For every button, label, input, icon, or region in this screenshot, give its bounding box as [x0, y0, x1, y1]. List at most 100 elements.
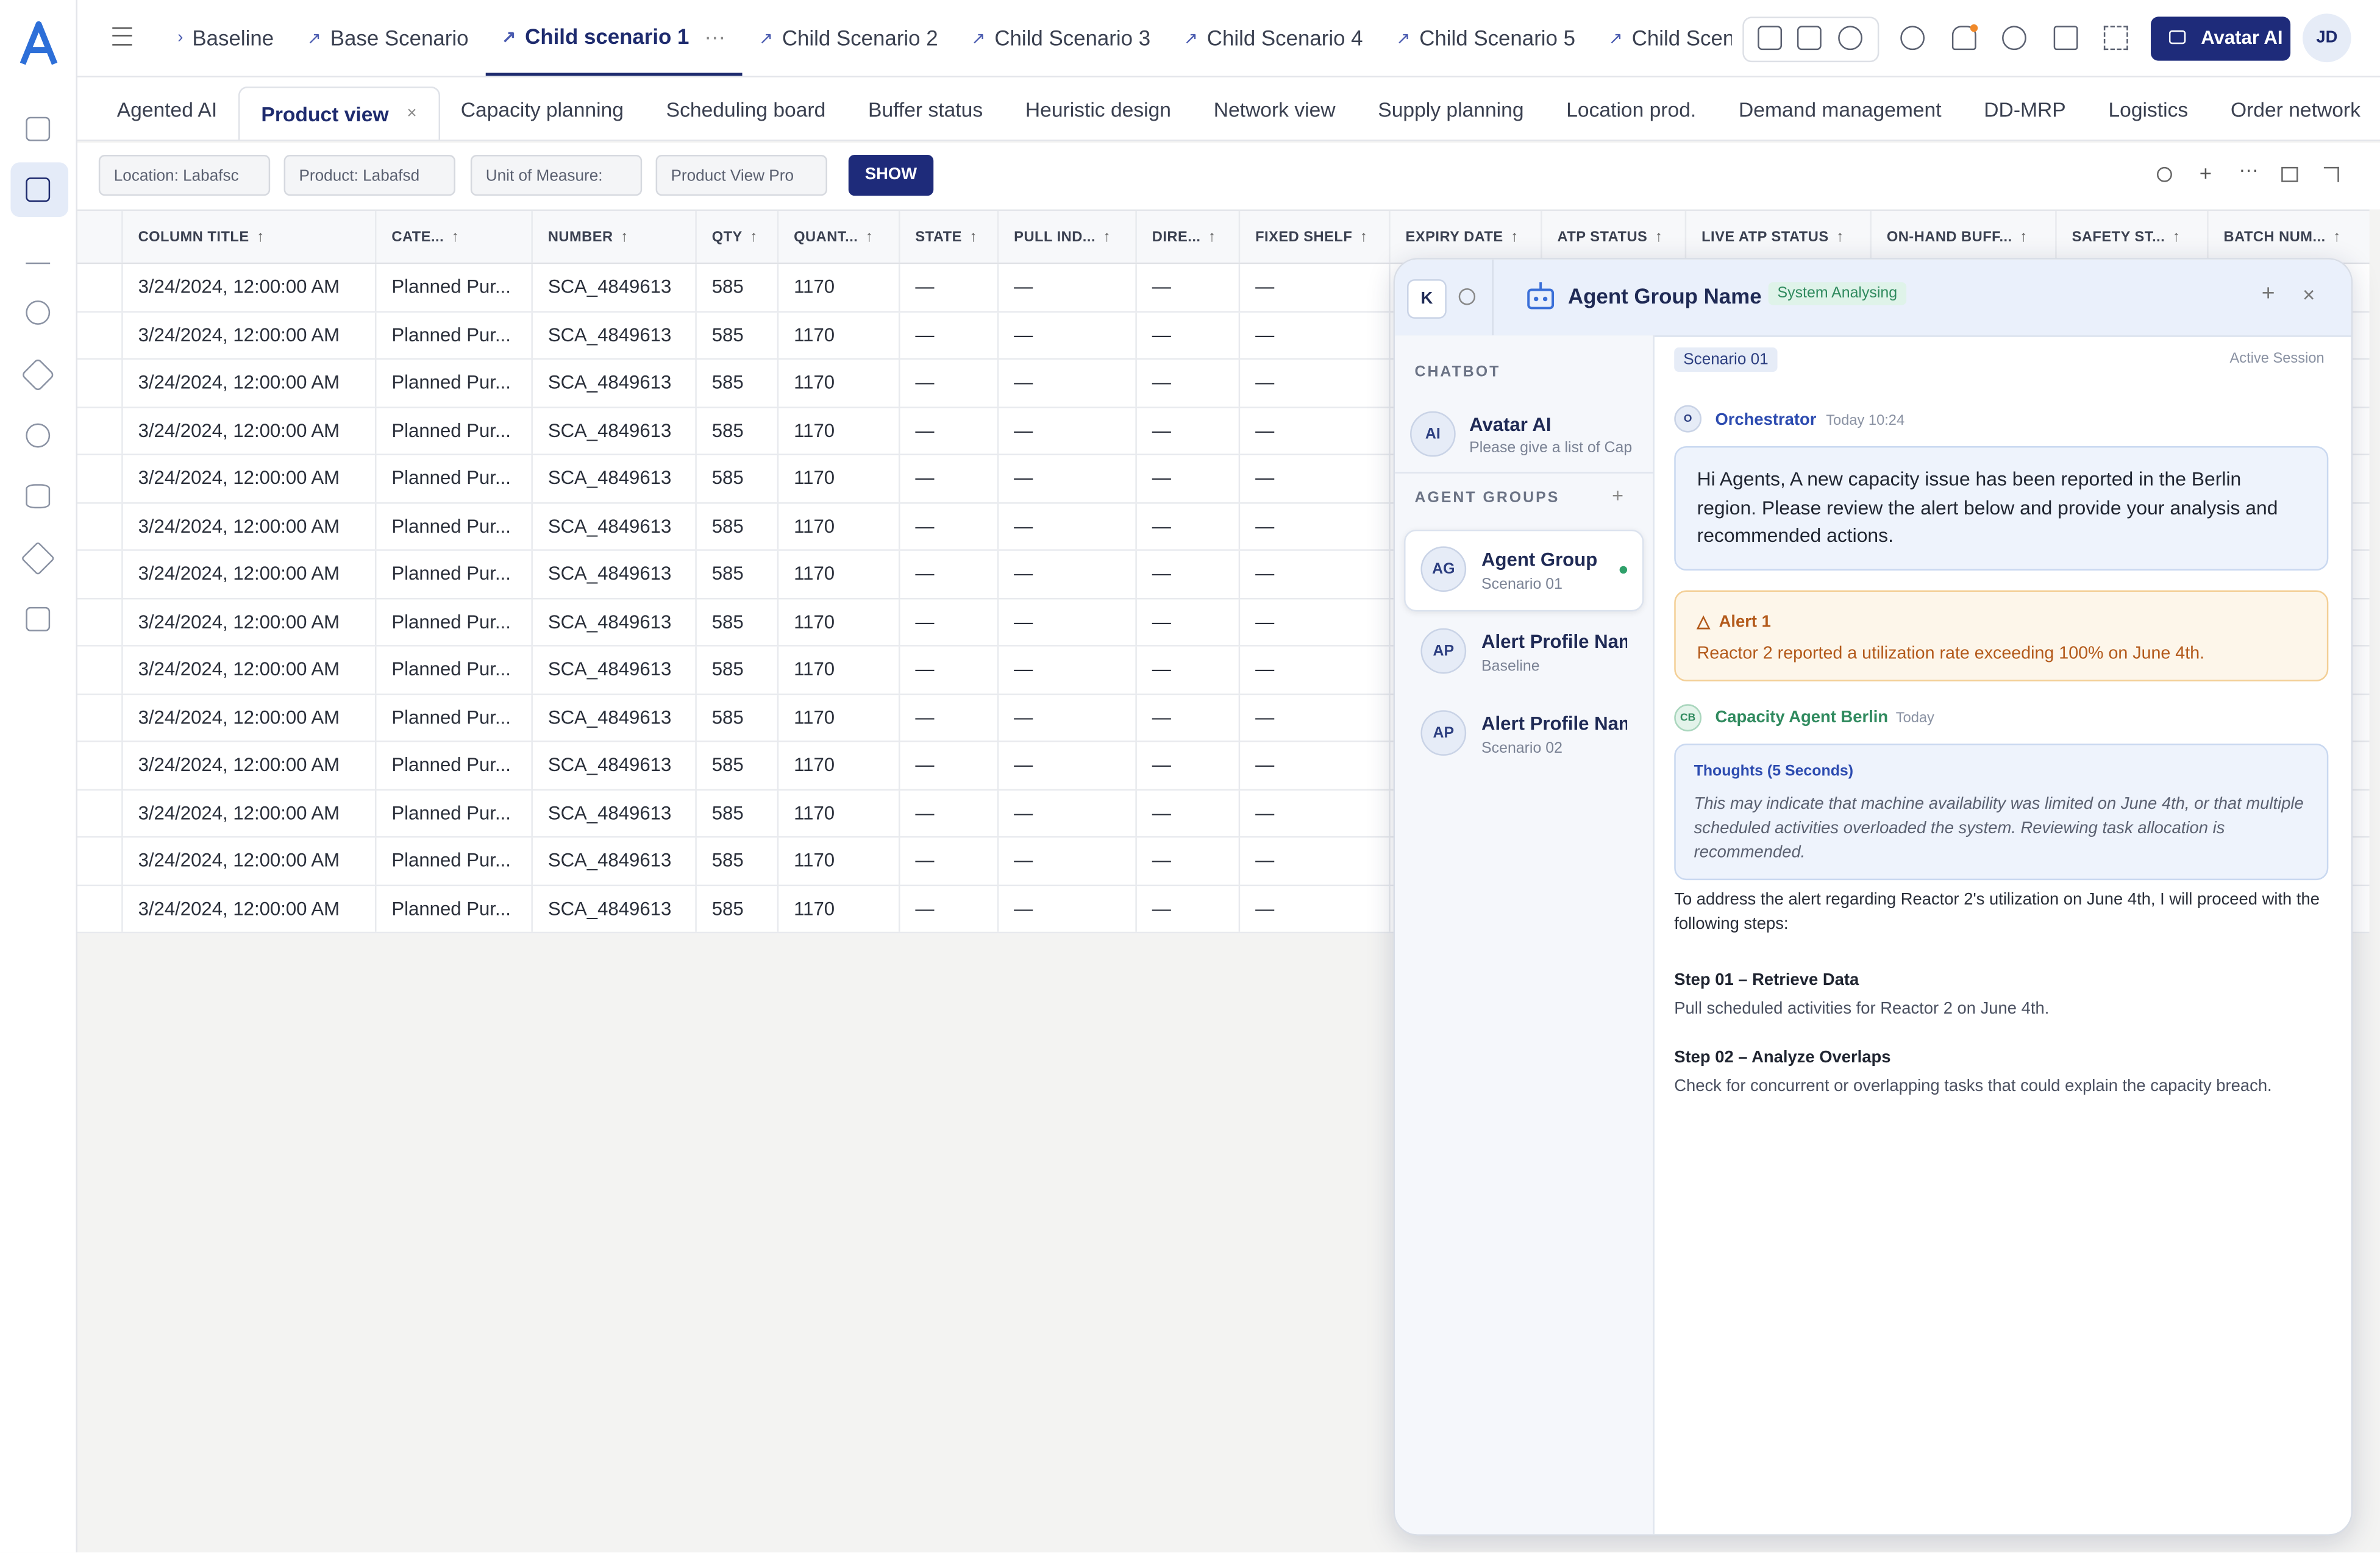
table-cell: — — [997, 503, 1136, 550]
view-tab[interactable]: Heuristic design — [1004, 77, 1192, 140]
agent-icon — [1527, 282, 1555, 310]
nav-dashboard[interactable] — [26, 116, 51, 141]
view-tab-label: Heuristic design — [1025, 98, 1171, 121]
nav-apps[interactable] — [26, 606, 51, 631]
column-header[interactable]: QUANT... ↑ — [777, 211, 899, 263]
top-bar: › Baseline ↗ Base Scenario ↗ Child scenario 1… — [77, 0, 2380, 77]
nav-product[interactable] — [26, 177, 51, 202]
filter-dropdown[interactable]: Product View Pro — [655, 154, 827, 196]
column-header[interactable]: DIRE... ↑ — [1135, 211, 1238, 263]
view-tab[interactable]: Capacity planning — [440, 77, 645, 140]
table-cell: Planned Pur... — [374, 264, 531, 311]
sort-icon: ↑ — [969, 228, 978, 246]
step-text: Pull scheduled activities for Reactor 2 … — [1674, 1000, 2050, 1018]
agent-intro: To address the alert regarding Reactor 2… — [1674, 890, 2320, 934]
view-tab[interactable]: Location prod. — [1545, 77, 1717, 140]
panel-key[interactable]: K — [1407, 279, 1447, 319]
table-columns[interactable] — [2281, 166, 2298, 182]
table-cell: — — [1238, 694, 1389, 741]
column-header[interactable]: ON-HAND BUFF... ↑ — [1870, 211, 2055, 263]
column-header[interactable]: BATCH NUM... ↑ — [2207, 211, 2369, 263]
view-tab[interactable]: Demand management — [1717, 77, 1962, 140]
view-tab[interactable]: Product view × — [238, 86, 440, 140]
add-group[interactable]: + — [1612, 484, 1624, 507]
column-header[interactable]: QTY ↑ — [695, 211, 777, 263]
nav-history[interactable] — [26, 423, 51, 448]
sort-icon: ↑ — [865, 228, 874, 246]
table-cell: 3/24/2024, 12:00:00 AM — [121, 694, 375, 741]
redo-button[interactable] — [1797, 26, 1822, 51]
filter-dropdown[interactable]: Location: Labafsc — [98, 154, 271, 196]
column-header[interactable]: CATE... ↑ — [374, 211, 531, 263]
nav-charts[interactable] — [26, 240, 51, 265]
notifications-button[interactable] — [1951, 26, 1976, 51]
refresh-button[interactable] — [1838, 26, 1862, 51]
panel-close[interactable]: × — [2303, 282, 2315, 307]
table-expand[interactable] — [2323, 166, 2339, 182]
nav-ai[interactable] — [21, 541, 55, 576]
table-cell: Planned Pur... — [374, 550, 531, 597]
nav-network[interactable] — [26, 300, 51, 325]
scenario-tab[interactable]: ↗ Child Scenario — [1592, 0, 1732, 76]
panel-search[interactable] — [1458, 288, 1476, 305]
alert-text: Reactor 2 reported a utilization rate ex… — [1697, 644, 2205, 663]
view-tab[interactable]: Logistics — [2087, 77, 2210, 140]
table-refresh[interactable] — [2157, 166, 2172, 182]
filter-dropdown[interactable]: Unit of Measure: — [470, 154, 643, 196]
scenario-tab[interactable]: ↗ Child Scenario 4 — [1167, 0, 1380, 76]
view-tab[interactable]: Network view — [1192, 77, 1357, 140]
column-header[interactable]: COLUMN TITLE ↑ — [121, 211, 375, 263]
scenario-tab[interactable]: › Baseline — [161, 0, 291, 76]
column-header[interactable]: EXPIRY DATE ↑ — [1389, 211, 1541, 263]
column-header[interactable]: NUMBER ↑ — [531, 211, 695, 263]
column-header[interactable]: STATE ↑ — [898, 211, 997, 263]
user-avatar[interactable]: JD — [2303, 13, 2351, 63]
column-header[interactable]: LIVE ATP STATUS ↑ — [1684, 211, 1870, 263]
scenario-tab[interactable]: ↗ Child Scenario 3 — [955, 0, 1167, 76]
undo-button[interactable] — [1758, 26, 1783, 51]
table-more[interactable]: ··· — [2239, 157, 2259, 181]
table-add[interactable]: + — [2199, 160, 2212, 185]
scenario-tab[interactable]: ↗ Child Scenario 2 — [743, 0, 955, 76]
chatbot-preview: Please give a list of Cap — [1469, 440, 1633, 457]
column-title: COLUMN TITLE — [138, 228, 249, 246]
table-cell: Planned Pur... — [374, 407, 531, 454]
group-name[interactable]: Alert Profile Nam — [1481, 631, 1628, 653]
group-name[interactable]: Agent Group — [1481, 549, 1598, 571]
group-name[interactable]: Alert Profile Nam — [1481, 713, 1628, 735]
tab-icon: ↗ — [1183, 29, 1198, 48]
view-tab[interactable]: Supply planning — [1356, 77, 1545, 140]
tab-menu[interactable]: ··· — [704, 24, 726, 49]
close-tab[interactable]: × — [407, 104, 417, 123]
table-cell: — — [1135, 837, 1238, 884]
view-tab[interactable]: Buffer status — [847, 77, 1004, 140]
column-header[interactable]: FIXED SHELF ↑ — [1238, 211, 1389, 263]
column-header[interactable]: ATP STATUS ↑ — [1541, 211, 1685, 263]
view-tab[interactable]: Order network — [2209, 77, 2380, 140]
nav-layers[interactable] — [21, 357, 55, 393]
search-button[interactable] — [1900, 26, 1925, 51]
scenario-tab[interactable]: ↗ Child Scenario 5 — [1380, 0, 1592, 76]
filter-dropdown[interactable]: Product: Labafsd — [283, 154, 455, 196]
layout-button[interactable] — [2053, 26, 2078, 51]
tab-label: Child Scenario — [1631, 26, 1732, 51]
row-gutter — [77, 455, 121, 502]
view-tab-label: Order network — [2230, 98, 2360, 121]
scenario-tab[interactable]: ↗ Child scenario 1 ··· — [485, 0, 743, 76]
show-button[interactable]: SHOW — [848, 154, 934, 196]
settings-button[interactable] — [2002, 26, 2026, 51]
view-tab[interactable]: Agented AI — [96, 77, 238, 140]
panel-add[interactable]: + — [2261, 280, 2275, 307]
column-header[interactable]: PULL IND... ↑ — [997, 211, 1136, 263]
menu-button[interactable] — [112, 27, 132, 46]
agent-panel: K Agent Group Name System Analysing + × … — [1393, 258, 2353, 1536]
chatbot-name[interactable]: Avatar AI — [1469, 414, 1552, 436]
avatar-ai-button[interactable]: Avatar AI — [2151, 16, 2291, 61]
nav-database[interactable] — [26, 484, 51, 509]
fullscreen-button[interactable] — [2103, 26, 2128, 51]
scenario-tab[interactable]: ↗ Base Scenario — [290, 0, 485, 76]
column-header[interactable]: SAFETY ST... ↑ — [2055, 211, 2207, 263]
view-tab[interactable]: Scheduling board — [645, 77, 847, 140]
view-tab[interactable]: DD-MRP — [1962, 77, 2087, 140]
table-cell: SCA_4849613 — [531, 360, 695, 407]
